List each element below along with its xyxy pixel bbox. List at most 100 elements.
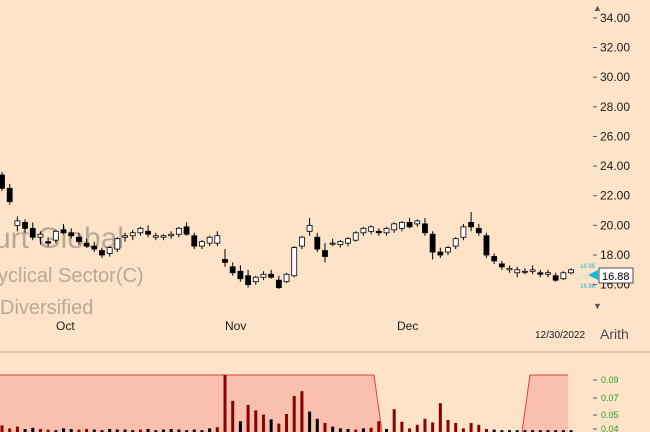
- candle-body: [183, 226, 190, 235]
- volume-bar: [538, 430, 542, 432]
- volume-bar: [62, 428, 66, 432]
- candle-body: [83, 242, 90, 247]
- candle: [275, 275, 282, 290]
- volume-bar: [46, 429, 50, 432]
- candle-body: [160, 235, 167, 238]
- candle-body: [368, 226, 375, 232]
- volume-bar: [177, 429, 181, 432]
- volume-bar: [315, 418, 319, 432]
- volume-bar: [346, 429, 350, 432]
- candle: [560, 271, 567, 281]
- volume-bar: [515, 430, 519, 432]
- candle: [122, 232, 128, 242]
- candle: [360, 226, 367, 236]
- candle: [314, 232, 321, 253]
- candle: [422, 217, 428, 236]
- candle: [175, 226, 182, 238]
- volume-bar: [246, 405, 250, 432]
- candle-body: [76, 236, 82, 243]
- candle: [306, 217, 313, 236]
- volume-bar: [231, 400, 235, 432]
- candle: [60, 223, 67, 235]
- volume-bar: [408, 428, 412, 432]
- candle: [214, 231, 221, 247]
- volume-bar: [415, 424, 419, 432]
- watermark-industry: Diversified: [0, 297, 93, 319]
- candle-body: [237, 270, 244, 280]
- volume-bar: [431, 422, 435, 432]
- volume-bar: [138, 429, 142, 432]
- volume-bar: [554, 430, 558, 432]
- candle: [468, 212, 474, 232]
- candle: [283, 272, 290, 284]
- volume-bar: [108, 429, 112, 432]
- volume-bar: [492, 429, 496, 432]
- volume-bar: [546, 430, 550, 432]
- volume-bar: [77, 429, 81, 432]
- candle-body: [299, 236, 305, 247]
- candle: [237, 265, 244, 282]
- volume-bar: [261, 414, 265, 432]
- candle-body: [437, 251, 444, 256]
- candle-body: [137, 227, 144, 234]
- volume-bar: [369, 427, 373, 432]
- candle: [368, 225, 375, 235]
- volume-band-right: [522, 375, 568, 432]
- volume-bar: [200, 430, 204, 432]
- volume-bar: [461, 428, 465, 432]
- candle: [191, 232, 198, 250]
- volume-bar: [338, 428, 342, 432]
- axis-down-arrow-icon[interactable]: ▼: [593, 301, 602, 311]
- candle-body: [545, 272, 551, 275]
- candle: [45, 237, 52, 247]
- volume-bar: [300, 391, 304, 432]
- candle-body: [322, 250, 328, 257]
- volume-bar: [569, 430, 573, 432]
- candle: [483, 232, 490, 258]
- last-price-box: [598, 267, 634, 284]
- volume-bar: [131, 430, 135, 432]
- volume-bar: [100, 430, 104, 432]
- candle-body: [252, 276, 259, 283]
- candle: [145, 225, 152, 238]
- candle: [529, 265, 536, 275]
- candle: [414, 219, 421, 227]
- candle: [152, 232, 159, 241]
- candle-body: [152, 235, 159, 238]
- volume-bar: [85, 429, 89, 432]
- candle: [352, 231, 359, 242]
- candle-body: [514, 269, 521, 274]
- candle: [514, 266, 521, 278]
- axis-up-arrow-icon[interactable]: ▲: [593, 3, 602, 13]
- candle: [252, 275, 259, 285]
- candle-body: [406, 221, 413, 228]
- volume-bar: [0, 425, 4, 432]
- candle: [545, 269, 551, 278]
- price-marker-label-top: 16.96: [580, 264, 596, 270]
- volume-band-right-line: [521, 374, 568, 432]
- candle-body: [537, 272, 544, 275]
- candle-body: [291, 247, 298, 277]
- candle-body: [498, 263, 505, 268]
- volume-bar: [438, 403, 442, 432]
- candle: [76, 232, 82, 245]
- candle: [568, 268, 574, 275]
- candle-body: [114, 238, 121, 250]
- volume-bar: [423, 418, 427, 432]
- volume-bar: [484, 429, 488, 432]
- scale-mode-toggle[interactable]: Arith: [600, 326, 629, 342]
- candle-body: [452, 238, 459, 247]
- candle-body: [560, 272, 567, 280]
- volume-bar: [154, 430, 158, 432]
- volume-bar: [531, 430, 535, 432]
- price-axis[interactable]: 16.0018.0020.0022.0024.0026.0028.0030.00…: [593, 11, 630, 292]
- candle-body: [245, 275, 251, 286]
- candle: [537, 269, 544, 278]
- candle: [337, 240, 344, 248]
- month-label-nov: Nov: [225, 319, 246, 333]
- candle-body: [37, 233, 44, 238]
- candle-body: [99, 250, 105, 256]
- candle-body: [268, 273, 275, 278]
- candle-body: [260, 273, 267, 278]
- candle-body: [329, 242, 336, 245]
